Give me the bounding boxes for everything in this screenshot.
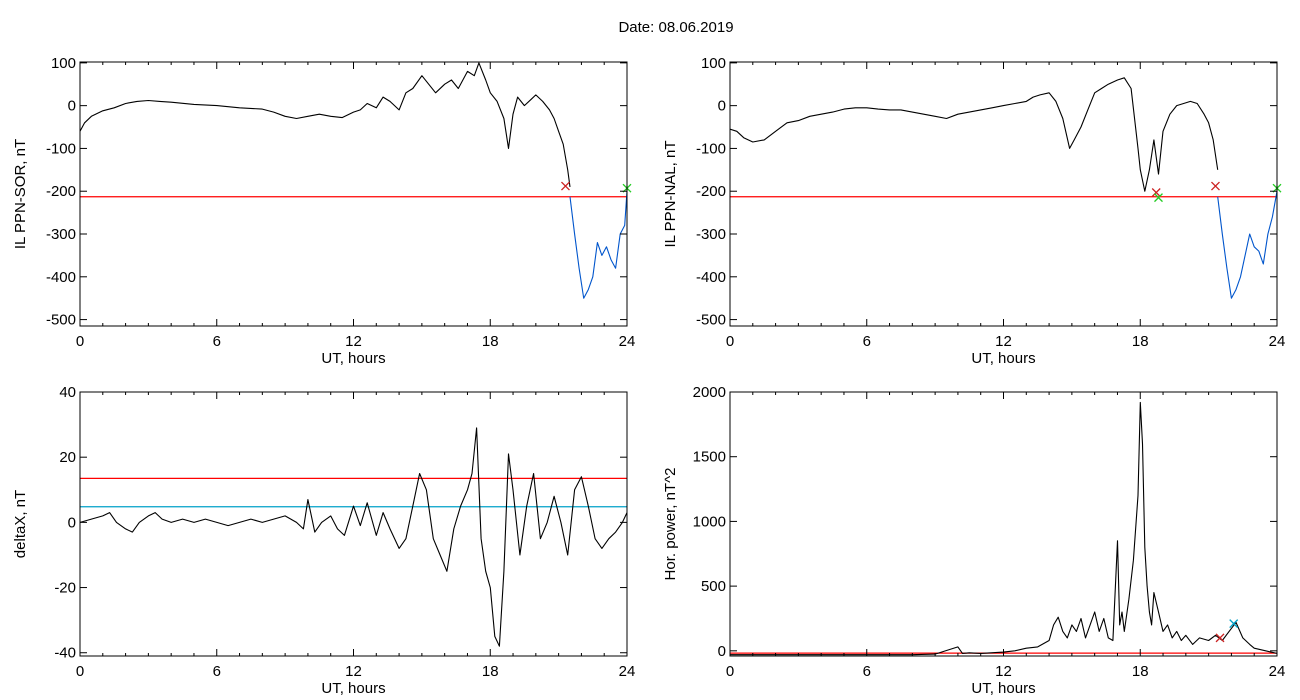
panel-top-right: 0 6 12 18 24 100 0 -100 -200 -300 -400 -500 UT, hour… (662, 55, 1285, 367)
y-tick-label: 2000 (693, 384, 726, 401)
panel-bottom-left: 0 6 12 18 24 40 20 0 -20 -40 UT, hours deltaX, nT (12, 384, 635, 697)
plot-frame (729, 61, 1278, 327)
x-tick-label: 6 (213, 333, 221, 350)
y-tick-label: 1500 (693, 449, 726, 466)
y-tick-label: -100 (46, 140, 76, 157)
x-tick-label: 12 (995, 663, 1012, 680)
y-tick-label: -300 (46, 226, 76, 243)
x-tick-label: 0 (76, 663, 84, 680)
y-axis-label: deltaX, nT (12, 490, 29, 558)
y-tick-label: -20 (54, 580, 76, 597)
x-axis-label: UT, hours (321, 350, 385, 367)
x-tick-label: 6 (213, 663, 221, 680)
x-marker-1 (1151, 188, 1161, 197)
y-tick-label: -200 (46, 183, 76, 200)
x-tick-label: 24 (1269, 333, 1286, 350)
y-tick-label: 1000 (693, 513, 726, 530)
data-series-2 (569, 191, 627, 299)
x-tick-label: 0 (76, 333, 84, 350)
x-axis-label: UT, hours (971, 680, 1035, 697)
y-tick-label: -200 (696, 183, 726, 200)
x-tick-label: 0 (726, 663, 734, 680)
y-tick-label: 0 (718, 643, 726, 660)
x-tick-label: 6 (863, 333, 871, 350)
panel-top-left: 0 6 12 18 24 100 0 -100 -200 -300 -400 -500 UT, hour… (12, 55, 635, 367)
x-tick-label: 18 (482, 333, 499, 350)
y-tick-label: 0 (68, 514, 76, 531)
data-series-1 (80, 62, 571, 187)
x-tick-label: 24 (1269, 663, 1286, 680)
data-series-2 (1217, 191, 1277, 299)
y-tick-label: -300 (696, 226, 726, 243)
y-tick-label: 500 (701, 578, 726, 595)
y-tick-label: -400 (46, 269, 76, 286)
x-tick-label: 18 (482, 663, 499, 680)
y-tick-label: -100 (696, 140, 726, 157)
x-tick-label: 6 (863, 663, 871, 680)
x-tick-label: 12 (345, 663, 362, 680)
x-tick-label: 18 (1132, 663, 1149, 680)
x-marker-3 (1211, 181, 1220, 191)
y-tick-label: 0 (68, 98, 76, 115)
x-marker-1 (1215, 633, 1225, 643)
data-series-1 (730, 77, 1219, 192)
y-axis-label: IL PPN-NAL, nT (662, 141, 679, 248)
y-tick-label: -40 (54, 645, 76, 662)
plot-frame (79, 391, 628, 657)
plot-frame (729, 391, 1278, 657)
x-tick-label: 12 (345, 333, 362, 350)
x-tick-label: 0 (726, 333, 734, 350)
data-series-1 (80, 427, 627, 647)
data-series-1 (730, 401, 1277, 656)
panel-bottom-right: 0 6 12 18 24 2000 1500 1000 500 0 UT, hours Hor. po… (662, 384, 1285, 697)
y-tick-label: 0 (718, 98, 726, 115)
chart-title: Date: 08.06.2019 (618, 19, 734, 36)
x-tick-label: 24 (619, 663, 636, 680)
y-tick-label: -500 (46, 312, 76, 329)
x-axis-label: UT, hours (321, 680, 385, 697)
x-marker-2 (1154, 193, 1163, 203)
x-tick-label: 18 (1132, 333, 1149, 350)
x-tick-label: 12 (995, 333, 1012, 350)
y-tick-label: 100 (51, 55, 76, 72)
y-tick-label: -400 (696, 269, 726, 286)
y-axis-label: Hor. power, nT^2 (662, 468, 679, 581)
x-tick-label: 24 (619, 333, 636, 350)
y-tick-label: 100 (701, 55, 726, 72)
x-axis-label: UT, hours (971, 350, 1035, 367)
y-tick-label: -500 (696, 312, 726, 329)
x-marker-2 (1229, 619, 1239, 629)
y-axis-label: IL PPN-SOR, nT (12, 139, 29, 249)
x-marker-1 (561, 181, 570, 191)
y-tick-label: 40 (59, 384, 76, 401)
y-tick-label: 20 (59, 449, 76, 466)
